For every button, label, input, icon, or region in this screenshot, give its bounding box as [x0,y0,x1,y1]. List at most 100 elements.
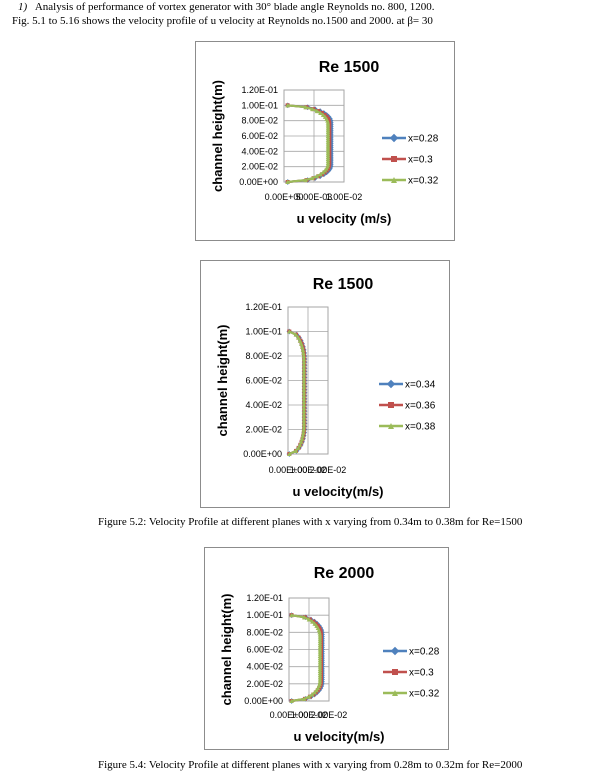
data-point-x=0.32 [317,647,323,652]
series-line-x=0.32 [291,614,322,703]
data-point-x=0.32 [303,105,308,110]
data-point-x=0.32 [318,172,323,177]
chart-2: Re 1500 1.20E-01 1.00E-01 8.00E-02 6.00E-02 4… [215,276,436,499]
data-point-x=0.32 [314,688,319,693]
data-point-x=0.38 [297,338,303,343]
data-point-x=0.38 [297,442,303,447]
y-tick-label: 6.00E-02 [245,376,282,386]
y-tick-label: 8.00E-02 [246,627,283,637]
chart-3: Re 2000 1.20E-01 1.00E-01 8.00E-02 6.00E-02 4… [219,565,440,744]
data-point-x=0.32 [310,175,315,181]
data-point-x=0.38 [301,378,307,383]
data-point-x=0.32 [317,632,323,637]
data-point-x=0.38 [287,329,292,334]
y-axis-label: channel height(m) [219,594,234,706]
data-point-x=0.38 [301,421,307,426]
chart-box-3: Re 2000 1.20E-01 1.00E-01 8.00E-02 6.00E-02 4… [204,547,449,750]
legend-marker [390,646,400,656]
data-point-x=0.32 [317,673,323,678]
y-tick-label: 1.20E-01 [245,302,282,312]
data-point-x=0.32 [317,675,323,680]
data-point-x=0.32 [317,651,323,656]
data-point-x=0.38 [301,405,307,411]
data-point-x=0.38 [301,415,307,420]
data-point-x=0.38 [301,359,307,365]
data-point-x=0.32 [312,690,317,695]
data-point-x=0.38 [301,362,307,368]
data-point-x=0.32 [317,660,323,665]
data-point-x=0.38 [301,366,307,371]
y-tick-label: 8.00E-02 [241,116,278,126]
data-point-x=0.38 [301,353,306,358]
data-point-x=0.38 [296,445,301,450]
intro-heading: 1) Analysis of performance of vortex gen… [18,1,435,14]
data-point-x=0.32 [318,110,323,115]
y-tick-label: 0.00E+00 [243,449,282,459]
data-point-x=0.3 [317,626,322,631]
data-point-x=0.32 [317,649,323,654]
figure-5-2-caption: Figure 5.2: Velocity Profile at differen… [98,516,523,528]
data-point-x=0.38 [293,332,299,337]
legend-marker [391,177,397,183]
data-point-x=0.38 [299,341,304,346]
data-point-x=0.38 [301,408,307,414]
data-point-x=0.38 [301,375,307,380]
data-point-x=0.32 [317,664,323,669]
data-point-x=0.38 [301,372,307,377]
data-point-x=0.32 [317,655,323,661]
data-point-x=0.38 [301,390,307,395]
data-point-x=0.38 [301,418,307,423]
heading-text: Analysis of performance of vortex genera… [34,1,435,13]
chart-box-1: Re 1500 1.20E-01 1.00E-01 8.00E-02 6.00E-02 4… [195,41,455,241]
data-point-x=0.32 [309,619,315,624]
y-tick-label: 4.00E-02 [245,400,282,410]
data-point-x=0.32 [317,653,323,658]
data-point-x=0.38 [300,433,306,438]
x-tick-label: 1.00E-02 [326,192,363,202]
chart-title: Re 2000 [314,565,375,582]
chart-title: Re 1500 [319,59,380,76]
data-point-x=0.32 [289,612,294,618]
y-tick-label: 1.20E-01 [241,85,278,95]
data-point-x=0.38 [301,369,307,374]
data-point-x=0.38 [301,356,307,362]
y-tick-label: 8.00E-02 [245,351,282,361]
data-point-x=0.32 [317,681,322,686]
x-tick-label: 2.00E-02 [310,465,347,475]
data-point-x=0.32 [310,106,315,112]
legend-marker [388,423,394,429]
legend-label: x=0.38 [405,422,436,433]
x-tick-label: 0.00E+00 [265,192,304,202]
data-point-x=0.32 [317,634,323,639]
legend-marker [391,156,397,162]
item-number: 1) [18,1,28,13]
y-tick-label: 6.00E-02 [246,645,283,655]
data-point-x=0.38 [301,350,306,355]
legend-marker [386,379,396,389]
legend-label: x=0.28 [409,647,440,658]
x-axis-label: u velocity(m/s) [292,484,383,499]
x-tick-label: 5.00E-03 [296,192,333,202]
y-tick-label: 1.00E-01 [246,610,283,620]
data-point-x=0.3 [318,628,323,633]
data-point-x=0.32 [309,692,315,697]
data-point-x=0.32 [317,630,322,635]
data-point-x=0.38 [301,387,307,392]
data-point-x=0.38 [301,396,307,401]
data-point-x=0.32 [316,627,322,633]
data-point-x=0.32 [315,685,321,691]
x-tick-label: 0.00E+00 [270,710,309,720]
data-point-x=0.32 [317,668,323,673]
legend-marker [392,690,398,696]
legend-marker [388,402,394,408]
figure-5-4-caption: Figure 5.4: Velocity Profile at differen… [98,759,523,771]
data-point-x=0.38 [296,335,301,340]
y-tick-label: 1.00E-01 [245,327,282,337]
data-point-x=0.32 [314,108,320,114]
data-point-x=0.38 [301,430,306,435]
legend-label: x=0.3 [409,668,434,679]
y-tick-label: 0.00E+00 [239,177,278,187]
y-axis-label: channel height(m) [210,80,225,192]
data-point-x=0.32 [285,103,290,108]
data-point-x=0.38 [300,436,305,441]
